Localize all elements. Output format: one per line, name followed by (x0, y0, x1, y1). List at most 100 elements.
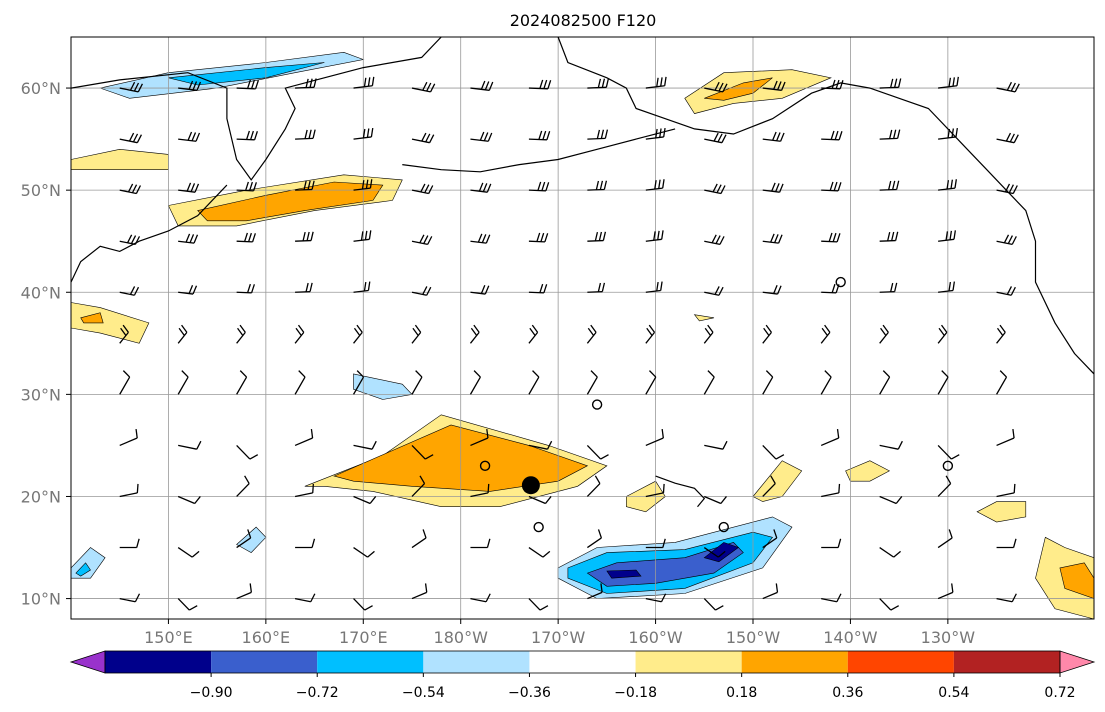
wind-barb (119, 492, 138, 498)
wind-barb-feather (656, 281, 659, 292)
wind-barb-feather (954, 179, 957, 189)
wind-barb (703, 376, 715, 395)
wind-barb-feather (304, 129, 308, 139)
wind-barb-feather (312, 483, 315, 493)
wind-barb-feather (486, 429, 489, 439)
colorbar-segment (847, 651, 954, 673)
colorbar-frame (104, 650, 1061, 674)
colorbar-tick-label: 0.72 (1044, 685, 1075, 701)
wind-barb (937, 444, 952, 460)
wind-barb (178, 87, 198, 91)
wind-barb-feather (765, 324, 772, 333)
wind-barb-feather (948, 77, 952, 87)
wind-barb-feather (480, 285, 486, 294)
wind-barb (996, 138, 1015, 144)
wind-barb-feather (763, 327, 770, 336)
wind-barb-feather (955, 127, 958, 138)
wind-barb-feather (364, 230, 368, 240)
wind-barb-feather (605, 78, 610, 88)
wind-barb-feather (941, 370, 949, 378)
wind-barb-feather (480, 80, 486, 90)
wind-barb-feather (660, 281, 663, 291)
colorbar-segment (211, 651, 318, 673)
wind-barb (879, 291, 895, 293)
wind-barb (762, 444, 777, 460)
wind-barb-feather (190, 183, 196, 192)
wind-barb-feather (722, 440, 728, 450)
wind-barb-feather (765, 370, 774, 378)
coastline-aleutians (402, 128, 676, 173)
anomaly-region-9 (606, 569, 642, 579)
wind-barb-feather (660, 593, 667, 603)
wind-barb (470, 87, 490, 91)
wind-barb-feather (371, 440, 377, 450)
wind-barb (996, 189, 1014, 195)
wind-barb-feather (194, 496, 201, 504)
wind-barb (996, 376, 1008, 395)
wind-barb-feather (603, 180, 608, 190)
wind-barb (411, 138, 430, 144)
wind-barb-feather (473, 370, 481, 378)
wind-barb (178, 444, 197, 450)
wind-barb-feather (721, 134, 727, 143)
wind-barbs (119, 76, 1020, 611)
wind-barb-feather (425, 133, 431, 143)
wind-barb-feather (951, 454, 960, 460)
wind-barb-feather (189, 234, 195, 243)
wind-barb-feather (422, 286, 428, 295)
wind-barb-feather (135, 185, 142, 194)
wind-barb (178, 138, 197, 142)
wind-barb-feather (539, 283, 544, 293)
wind-barb-feather (356, 370, 364, 378)
wind-barb-feather (195, 132, 201, 142)
wind-barb (587, 591, 603, 600)
wind-barb-feather (422, 529, 427, 539)
wind-barb-feather (711, 234, 717, 244)
wind-barb-feather (778, 234, 783, 244)
wind-barb (937, 591, 954, 600)
anomaly-region-18 (71, 302, 150, 344)
calm-circle (479, 460, 491, 472)
wind-barb-feather (542, 550, 551, 558)
wind-barb (353, 85, 373, 89)
wind-barb (411, 240, 428, 246)
wind-barb-feather (951, 128, 955, 138)
wind-barb-feather (310, 593, 316, 603)
wind-barb-feather (948, 529, 953, 539)
wind-barb (177, 598, 190, 611)
wind-barb-feather (470, 327, 478, 336)
wind-barb-feather (361, 180, 365, 190)
wind-barb (704, 495, 722, 505)
wind-barb-feather (950, 179, 954, 189)
wind-barb-feather (128, 132, 135, 142)
wind-barb-feather (898, 78, 902, 88)
colorbar-segment (317, 651, 424, 673)
coastline-japan-kuril (71, 184, 228, 283)
wind-barb-feather (601, 78, 606, 88)
wind-barb-feather (307, 180, 311, 190)
wind-barb (996, 597, 1013, 603)
wind-barb-feather (999, 370, 1007, 378)
wind-barb-feather (830, 130, 835, 140)
wind-barb-feather (940, 324, 948, 333)
wind-barb (821, 87, 841, 90)
wind-barb (879, 86, 899, 89)
wind-barb-feather (122, 324, 129, 333)
wind-barb-feather (599, 180, 604, 190)
wind-barb (645, 376, 657, 395)
lat-tick-label: 50°N (21, 181, 61, 200)
wind-barb-feather (656, 77, 659, 87)
wind-barb-feather (882, 370, 891, 378)
wind-barb-feather (542, 130, 547, 140)
wind-barb (820, 331, 831, 344)
wind-barb (704, 291, 720, 296)
wind-barb-feather (888, 180, 892, 190)
wind-barb-feather (136, 134, 143, 143)
wind-barb-feather (713, 132, 719, 142)
lat-tick-label: 60°N (21, 79, 61, 98)
anomaly-region-26 (168, 62, 325, 86)
wind-barb-feather (298, 370, 306, 378)
colorbar-tick-label: 0.36 (832, 685, 863, 701)
wind-barb-feather (775, 183, 780, 192)
wind-barb-feather (251, 233, 256, 243)
